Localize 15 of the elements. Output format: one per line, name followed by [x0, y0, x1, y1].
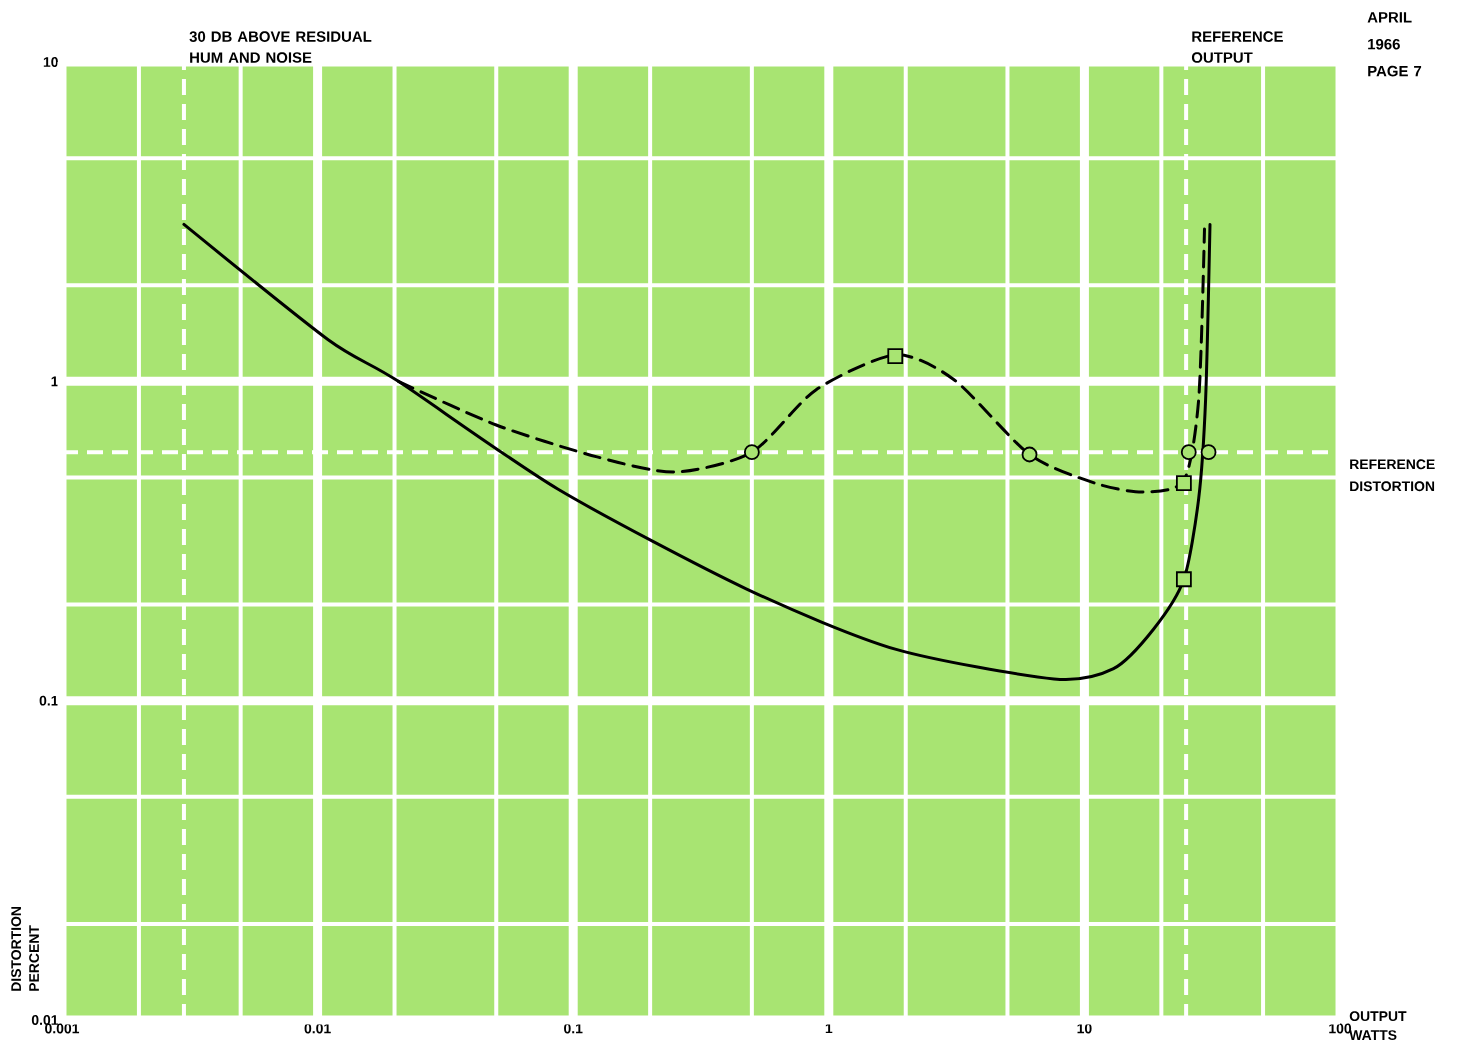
x-tick-label: 1: [825, 1023, 833, 1034]
y-tick-label: 0.01: [31, 1015, 59, 1025]
y-tick-label: 10: [43, 57, 58, 67]
x-tick-label: 0.001: [45, 1023, 80, 1034]
y-tick-label: 0.1: [39, 695, 59, 706]
x-tick-label: 100: [1329, 1023, 1352, 1034]
x-tick-label: 0.1: [564, 1023, 583, 1034]
ref-line-label: 30 DB ABOVE RESIDUAL HUM AND NOISE: [189, 31, 372, 63]
text: APRIL 1966 PAGE 7: [1367, 12, 1422, 77]
y-tick-label: 1: [51, 376, 59, 387]
ref-line-label: REFERENCE DISTORTION: [1350, 459, 1435, 492]
x-tick-label: 10: [1077, 1023, 1092, 1034]
y-axis-title: DISTORTION PERCENT: [11, 906, 40, 991]
ref-line-label: REFERENCE OUTPUT: [1191, 31, 1283, 63]
x-tick-label: 0.01: [304, 1023, 331, 1034]
